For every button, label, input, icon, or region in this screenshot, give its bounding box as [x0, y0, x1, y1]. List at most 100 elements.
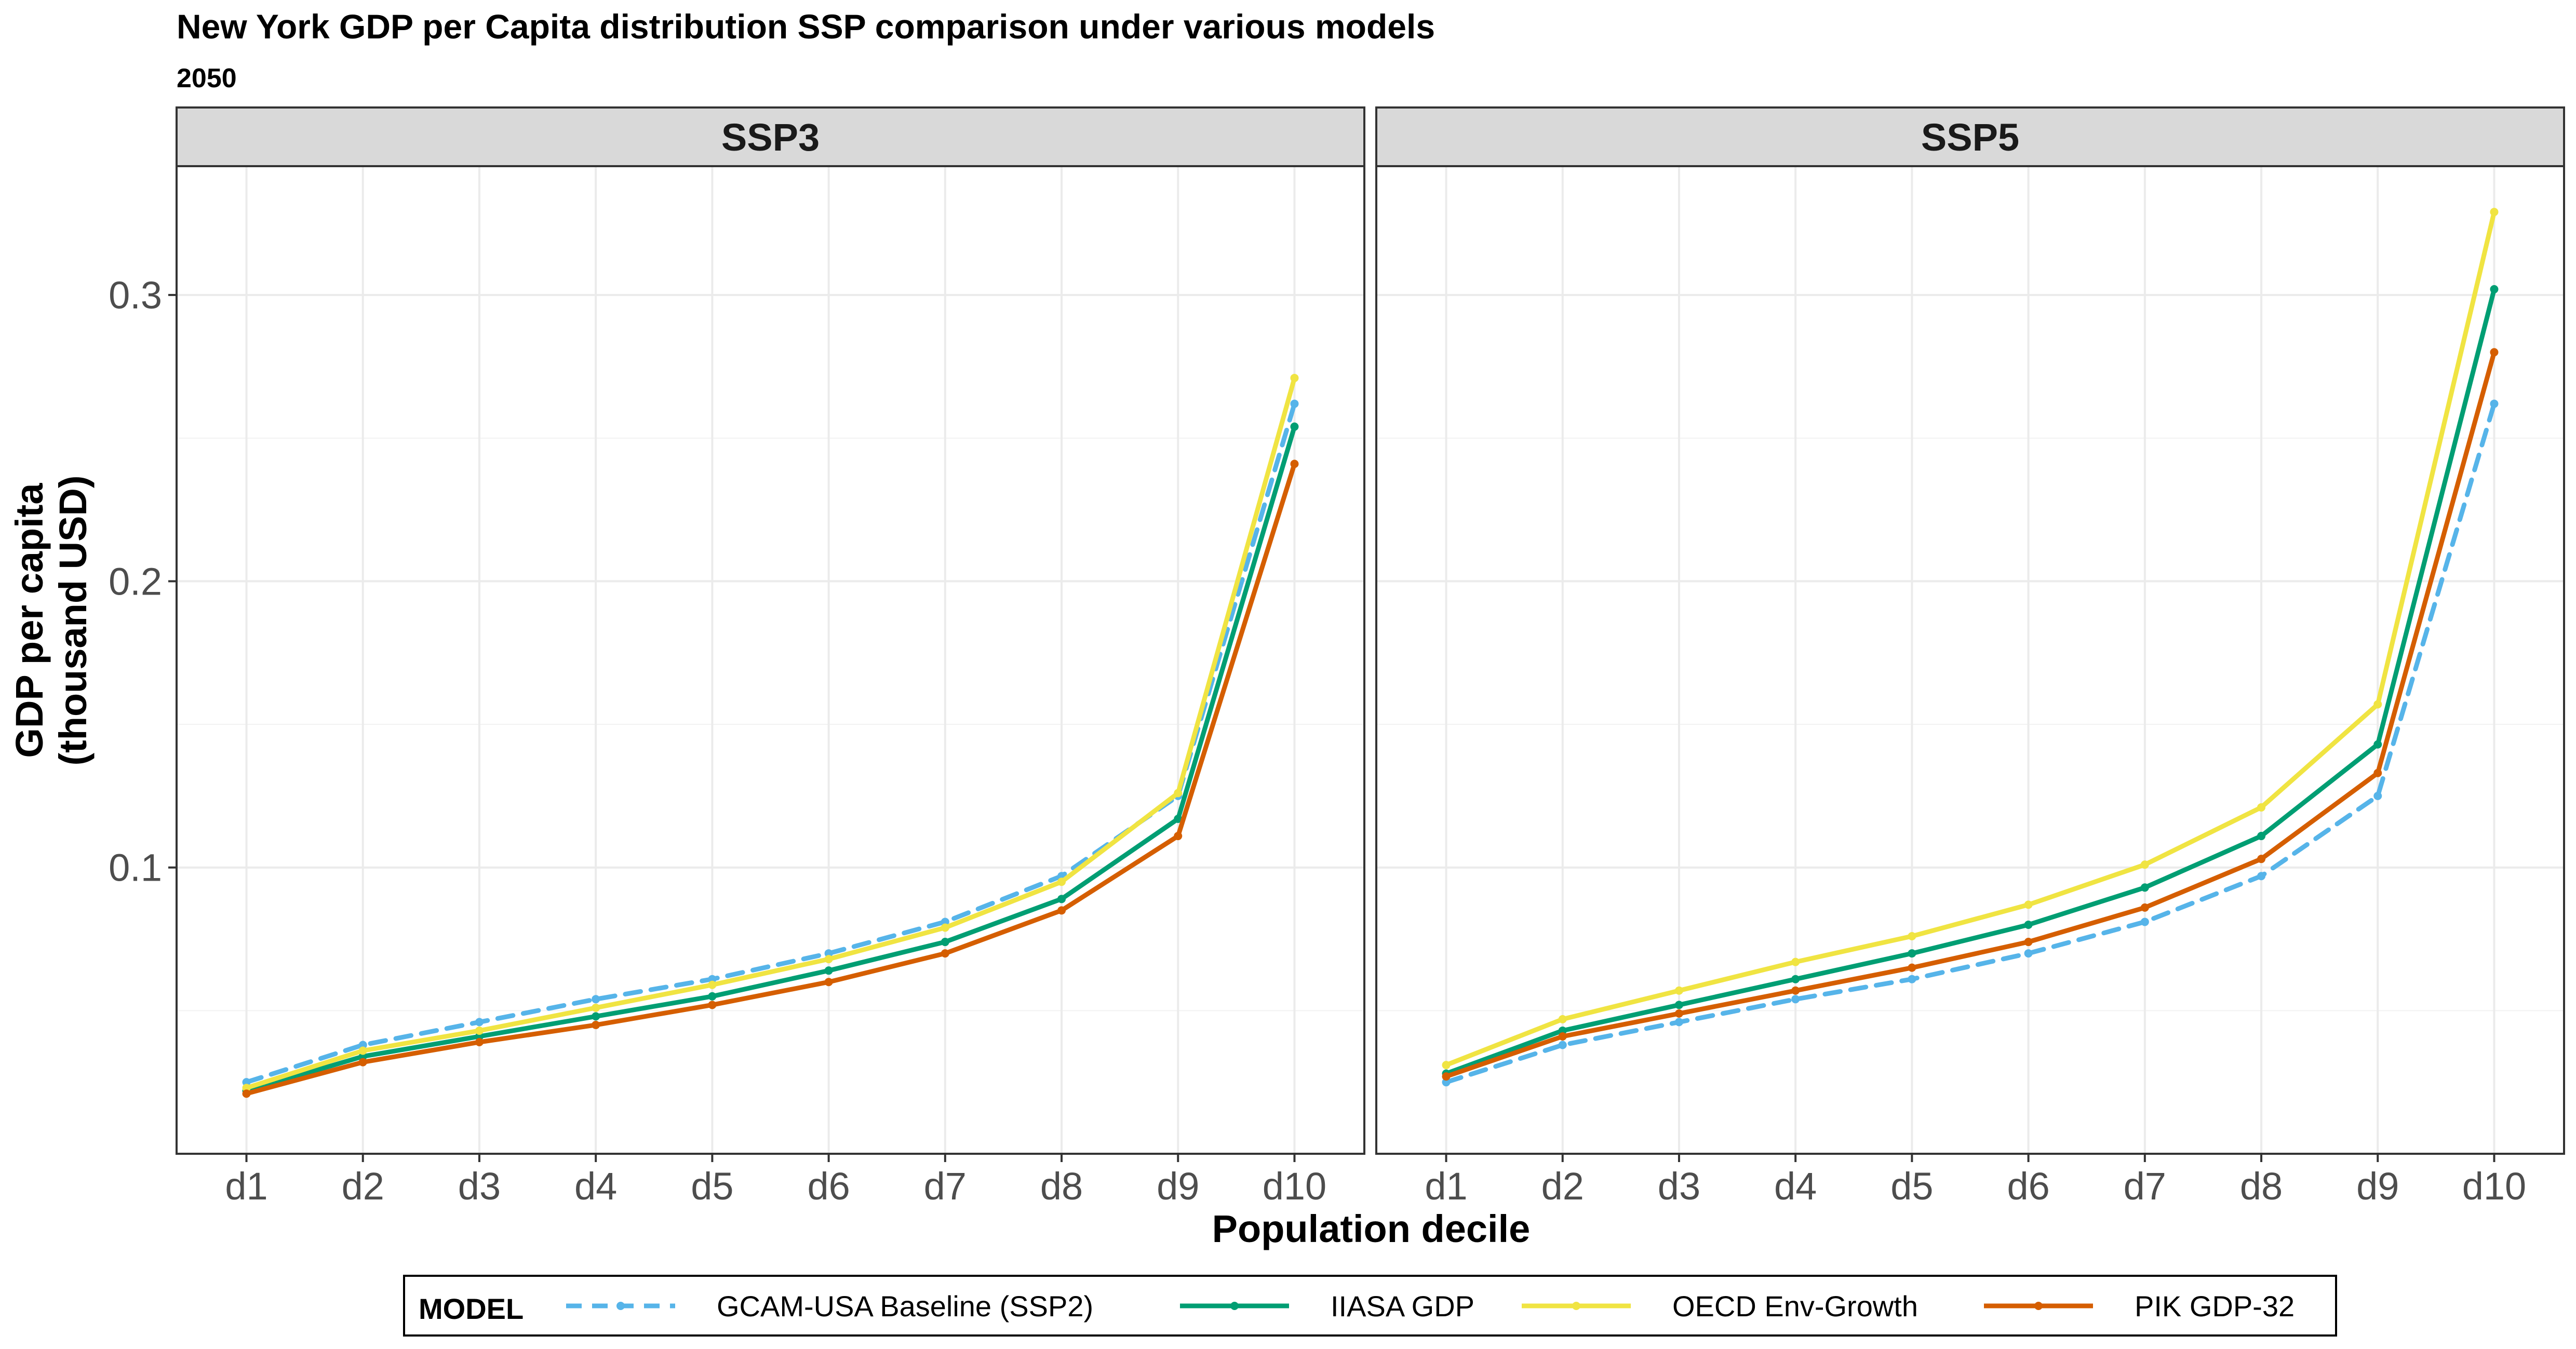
data-point-gcam-usa-baseline-ssp2: [2373, 791, 2382, 800]
data-point-gcam-usa-baseline-ssp2: [1558, 1041, 1567, 1049]
facet-panels: SSP3 d1 d2 d3 d4 d5 d6 d7 d8 d9 d10 0.1 0.2 0.3 SSP5 d1…: [109, 106, 2565, 1208]
data-point-pik-gdp-32: [2490, 348, 2499, 357]
data-point-pik-gdp-32: [1290, 460, 1299, 468]
x-tick-label: d8: [1040, 1165, 1083, 1208]
plot-background: [177, 166, 1364, 1154]
data-point-iiasa-gdp: [1674, 1001, 1683, 1009]
data-point-gcam-usa-baseline-ssp2: [358, 1041, 367, 1049]
data-point-pik-gdp-32: [358, 1058, 367, 1067]
data-point-gcam-usa-baseline-ssp2: [2257, 872, 2266, 881]
facet-strip: [176, 106, 1365, 167]
data-point-gcam-usa-baseline-ssp2: [1791, 995, 1800, 1004]
facet-strip: [1375, 106, 2565, 167]
data-point-pik-gdp-32: [592, 1020, 600, 1029]
facet-panel-ssp5: SSP5 d1 d2 d3 d4 d5 d6 d7 d8 d9 d10: [1375, 106, 2565, 1208]
data-point-pik-gdp-32: [2373, 768, 2382, 777]
data-point-pik-gdp-32: [1558, 1032, 1567, 1041]
data-point-gcam-usa-baseline-ssp2: [2024, 949, 2033, 958]
chart-title: New York GDP per Capita distribution SSP…: [177, 7, 1435, 46]
data-point-oecd-env-growth: [1674, 986, 1683, 995]
x-tick-label: d2: [1541, 1165, 1584, 1208]
data-point-pik-gdp-32: [475, 1037, 484, 1046]
data-point-iiasa-gdp: [1558, 1026, 1567, 1035]
data-point-pik-gdp-32: [1908, 963, 1916, 972]
data-point-gcam-usa-baseline-ssp2: [242, 1078, 251, 1087]
y-tick-label: 0.2: [109, 560, 162, 603]
x-tick-label: d3: [1658, 1165, 1700, 1208]
series-line-pik-gdp-32: [244, 461, 1297, 1096]
data-point-oecd-env-growth: [1558, 1015, 1567, 1023]
data-point-oecd-env-growth: [2257, 803, 2266, 812]
chart-subtitle: 2050: [177, 63, 237, 93]
legend: MODEL GCAM-USA Baseline (SSP2) IIASA GDP O…: [403, 1275, 2337, 1337]
data-point-oecd-env-growth: [708, 980, 717, 989]
x-tick-label: d6: [807, 1165, 850, 1208]
data-point-oecd-env-growth: [1057, 878, 1066, 886]
series-line-iiasa-gdp: [244, 424, 1297, 1094]
data-point-iiasa-gdp: [708, 992, 717, 1001]
x-tick-label: d5: [691, 1165, 733, 1208]
data-point-pik-gdp-32: [1674, 1009, 1683, 1018]
y-tick-label: 0.1: [109, 846, 162, 889]
legend-key-point-oecd-env-growth: [1572, 1302, 1580, 1310]
facet-strip-label: SSP3: [721, 116, 820, 159]
x-tick-label: d10: [2462, 1165, 2526, 1208]
data-point-oecd-env-growth: [1908, 932, 1916, 941]
x-tick-label: d3: [458, 1165, 501, 1208]
data-point-gcam-usa-baseline-ssp2: [1908, 975, 1916, 983]
panel-border: [176, 165, 1365, 1155]
legend-label-pik-gdp-32: PIK GDP-32: [2135, 1290, 2295, 1323]
legend-key-point-pik-gdp-32: [2034, 1302, 2043, 1310]
x-tick-label: d10: [1263, 1165, 1326, 1208]
data-point-oecd-env-growth: [1290, 373, 1299, 382]
series-line-oecd-env-growth: [244, 375, 1297, 1090]
legend-label-gcam-usa-baseline-ssp2: GCAM-USA Baseline (SSP2): [717, 1290, 1093, 1323]
data-point-oecd-env-growth: [824, 955, 833, 964]
legend-label-iiasa-gdp: IIASA GDP: [1331, 1290, 1474, 1323]
x-tick-label: d4: [574, 1165, 617, 1208]
data-point-iiasa-gdp: [941, 938, 949, 947]
data-point-gcam-usa-baseline-ssp2: [1442, 1078, 1451, 1087]
legend-title: MODEL: [419, 1292, 524, 1325]
data-point-iiasa-gdp: [2024, 920, 2033, 929]
x-tick-label: d6: [2007, 1165, 2049, 1208]
data-point-iiasa-gdp: [1908, 949, 1916, 958]
panel-border: [1375, 165, 2565, 1155]
data-point-pik-gdp-32: [1174, 832, 1183, 841]
data-point-gcam-usa-baseline-ssp2: [1674, 1018, 1683, 1027]
data-point-oecd-env-growth: [358, 1046, 367, 1055]
legend-key-point-iiasa-gdp: [1230, 1302, 1239, 1310]
data-point-iiasa-gdp: [358, 1052, 367, 1061]
data-point-iiasa-gdp: [2373, 740, 2382, 749]
series-line-oecd-env-growth: [1444, 209, 2497, 1068]
data-point-oecd-env-growth: [1174, 789, 1183, 798]
y-axis-title-line1: GDP per capita: [8, 483, 51, 758]
plot-background: [1376, 166, 2564, 1154]
data-point-iiasa-gdp: [1290, 422, 1299, 431]
data-point-iiasa-gdp: [1057, 895, 1066, 903]
data-point-pik-gdp-32: [1442, 1072, 1451, 1081]
data-point-oecd-env-growth: [2140, 860, 2149, 869]
x-axis-title: Population decile: [1212, 1207, 1531, 1250]
data-point-pik-gdp-32: [941, 949, 949, 958]
data-point-oecd-env-growth: [242, 1084, 251, 1092]
data-point-oecd-env-growth: [1442, 1061, 1451, 1070]
data-point-pik-gdp-32: [242, 1089, 251, 1098]
x-tick-label: d4: [1774, 1165, 1817, 1208]
data-point-iiasa-gdp: [2140, 883, 2149, 892]
facet-strip-label: SSP5: [1921, 116, 2019, 159]
y-axis-title: GDP per capita (thousand USD): [8, 475, 95, 765]
y-tick-label: 0.3: [109, 274, 162, 317]
x-tick-label: d8: [2240, 1165, 2283, 1208]
series-line-gcam-usa-baseline-ssp2: [1444, 401, 2497, 1085]
x-tick-label: d2: [342, 1165, 384, 1208]
legend-label-oecd-env-growth: OECD Env-Growth: [1672, 1290, 1918, 1323]
data-point-gcam-usa-baseline-ssp2: [475, 1018, 484, 1027]
data-point-iiasa-gdp: [2257, 832, 2266, 841]
legend-key-point-gcam-usa-baseline-ssp2: [616, 1302, 625, 1310]
data-point-iiasa-gdp: [1791, 975, 1800, 983]
data-point-oecd-env-growth: [475, 1026, 484, 1035]
data-point-pik-gdp-32: [2140, 903, 2149, 912]
data-point-gcam-usa-baseline-ssp2: [708, 975, 717, 983]
